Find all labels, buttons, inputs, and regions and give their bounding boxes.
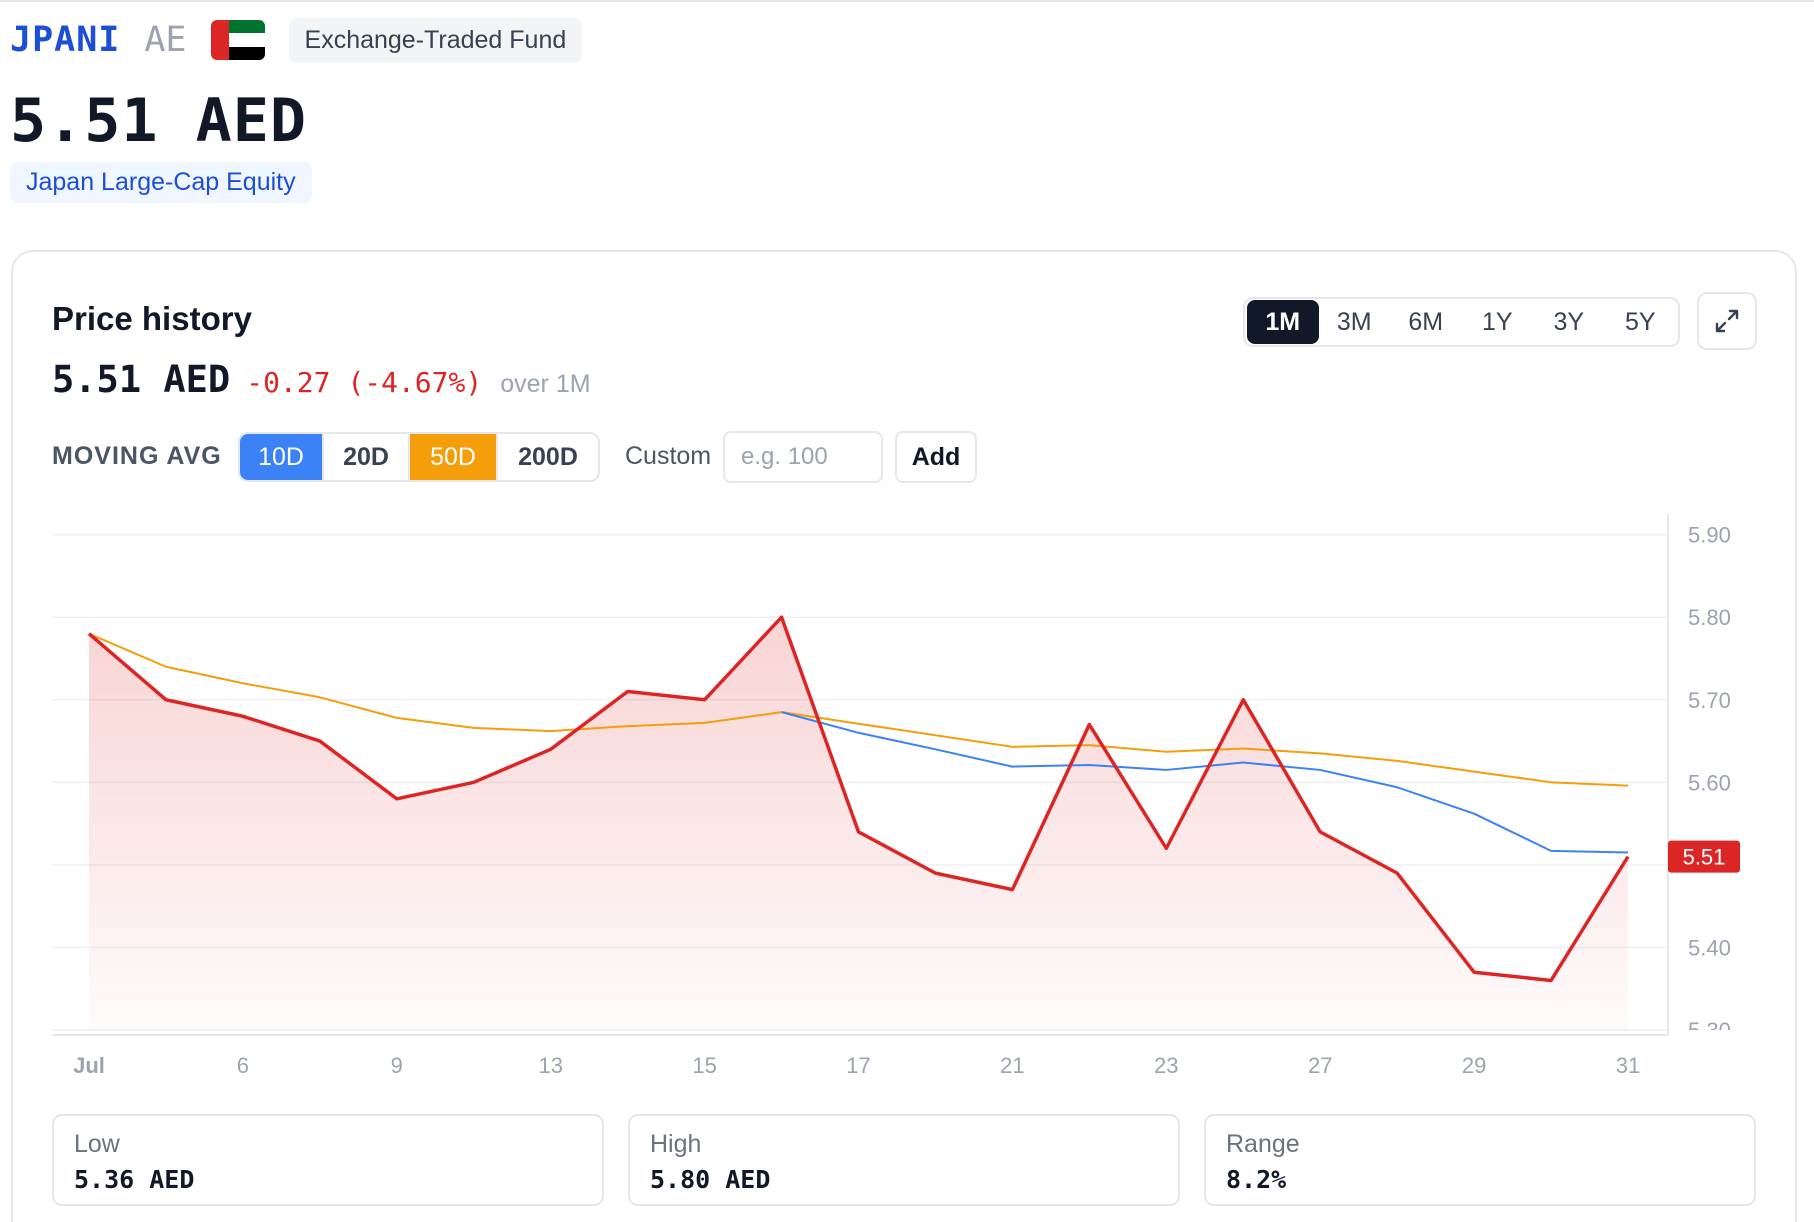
stat-range: Range 8.2% <box>1204 1114 1756 1206</box>
uae-flag-icon <box>210 20 265 60</box>
fund-type-badge: Exchange-Traded Fund <box>288 17 583 63</box>
x-tick-label: 13 <box>538 1053 562 1078</box>
x-tick-label: 21 <box>1000 1053 1024 1078</box>
x-tick-label: 23 <box>1154 1053 1178 1078</box>
custom-ma-input[interactable] <box>723 431 883 483</box>
price-line <box>87 615 1630 983</box>
x-tick-label: 29 <box>1462 1053 1486 1078</box>
moving-avg-label: MOVING AVG <box>52 442 222 470</box>
x-tick-label: 27 <box>1308 1053 1332 1078</box>
range-button-3m[interactable]: 3M <box>1336 307 1372 336</box>
top-divider <box>0 0 1814 2</box>
country-code: AE <box>144 20 187 60</box>
y-tick-labels: 5.90 5.80 5.70 5.60 5.40 5.30 <box>1688 523 1731 1043</box>
y-tick-label: 5.80 <box>1688 605 1731 630</box>
ma-button-10d[interactable]: 10D <box>240 434 324 480</box>
y-tick-label: 5.70 <box>1688 688 1731 713</box>
x-tick-label: 15 <box>692 1053 716 1078</box>
x-tick-label: 9 <box>391 1053 403 1078</box>
y-tick-label: 5.90 <box>1688 523 1731 548</box>
range-selector: 1M 3M 6M 1Y 3Y 5Y <box>1243 297 1680 347</box>
add-ma-button[interactable]: Add <box>895 431 977 483</box>
x-tick-label: 6 <box>237 1053 249 1078</box>
ma50-line <box>88 632 1629 787</box>
y-tick-label: 5.30 <box>1688 1018 1731 1043</box>
price-summary: 5.51 AED -0.27 (-4.67%) over 1M <box>52 358 591 401</box>
stat-range-label: Range <box>1226 1130 1300 1158</box>
card-title: Price history <box>52 300 252 337</box>
stat-high: High 5.80 AED <box>628 1114 1180 1206</box>
range-button-1m[interactable]: 1M <box>1247 300 1319 344</box>
ma-button-200d[interactable]: 200D <box>518 442 578 471</box>
moving-avg-group: 10D 20D 50D 200D <box>238 432 600 482</box>
header-row: JPANI AE Exchange-Traded Fund <box>10 17 583 63</box>
y-tick-label: 5.60 <box>1688 770 1731 795</box>
x-tick-label: Jul <box>73 1053 105 1078</box>
ma-button-20d[interactable]: 20D <box>324 434 410 480</box>
current-price: 5.51 AED <box>52 358 231 401</box>
price-area <box>89 617 1628 1030</box>
stat-high-value: 5.80 AED <box>650 1165 771 1194</box>
stat-range-value: 8.2% <box>1226 1165 1287 1194</box>
x-tick-label: 31 <box>1616 1053 1640 1078</box>
y-tick-label: 5.40 <box>1688 935 1731 960</box>
header-price: 5.51 AED <box>10 86 307 156</box>
x-tick-label: 17 <box>846 1053 870 1078</box>
stat-low-value: 5.36 AED <box>74 1165 195 1194</box>
stat-low-label: Low <box>74 1130 120 1158</box>
last-price-badge <box>1668 840 1740 873</box>
custom-label: Custom <box>625 442 712 470</box>
stat-high-label: High <box>650 1130 702 1158</box>
ma10-line <box>781 711 1629 854</box>
ma-button-50d[interactable]: 50D <box>410 434 498 480</box>
stat-low: Low 5.36 AED <box>52 1114 604 1206</box>
expand-icon <box>1715 309 1739 333</box>
price-change: -0.27 (-4.67%) <box>246 366 483 399</box>
expand-button[interactable] <box>1697 292 1757 350</box>
ticker-symbol: JPANI <box>10 20 121 60</box>
last-price-label: 5.51 <box>1683 845 1726 870</box>
range-button-6m[interactable]: 6M <box>1408 307 1444 336</box>
period-text: over 1M <box>500 370 591 398</box>
category-tag[interactable]: Japan Large-Cap Equity <box>10 162 312 203</box>
range-button-3y[interactable]: 3Y <box>1553 307 1585 336</box>
range-button-5y[interactable]: 5Y <box>1624 307 1656 336</box>
range-button-1y[interactable]: 1Y <box>1481 307 1513 336</box>
